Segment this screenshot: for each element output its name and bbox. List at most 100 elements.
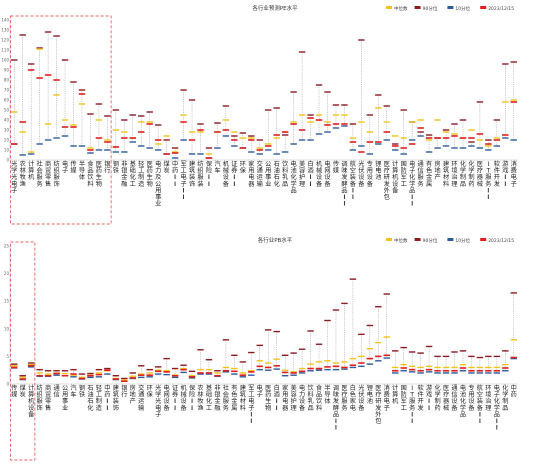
category-group: 医药生物 [146,111,153,188]
category-label-char: 石 [274,174,280,181]
category-label-char: 𝐈 [191,405,193,412]
current-marker [392,369,399,372]
category-label: I T 服务 𝐈 𝐈 [485,161,491,201]
category-label: 农林牧渔 [20,160,27,188]
category-group: 环保 [146,368,154,399]
category-label-char: 研 [375,398,381,405]
category-label-char: 境 [451,167,457,175]
median-marker [290,121,297,123]
p10-marker [248,151,255,153]
category-label-char: 备 [468,404,475,412]
category-label-char: 食 [87,160,94,168]
p90-marker [70,81,77,83]
category-label-char: 备 [367,180,374,188]
current-marker [349,364,357,367]
p90-marker [87,372,94,375]
category-label-char: T [485,168,490,175]
current-marker [70,373,77,375]
p90-marker [239,132,247,134]
category-label: 煤炭 [20,384,26,399]
category-label-char: 汽 [214,160,220,168]
category-group: 轻工制造 [95,368,103,412]
category-label-char: 设 [451,397,457,405]
category-label-char: 备 [358,180,365,188]
current-marker [324,124,331,126]
category-label: 电力设备 [299,384,306,412]
category-label: 纺织服饰 [37,384,43,412]
category-label-char: 𝐈 [310,174,312,181]
p90-marker [265,109,272,111]
category-label-char: 备 [180,404,187,412]
category-label-char: 车 [214,167,220,175]
category-label-char: 传 [70,160,76,168]
current-marker [298,370,306,373]
p90-marker [281,354,289,356]
legend-item: 10分位 [447,5,471,12]
category-group: 国防军工 [400,346,407,412]
category-label-char: T [409,392,414,399]
chart-title: 各行业预测PE水平 [252,4,298,12]
category-label-char: 味 [341,167,347,175]
category-label-char: 服 [341,398,347,405]
p10-marker [104,373,111,375]
p10-marker [44,139,52,141]
category-label-char: 电 [367,391,373,399]
category-group: 公用事业 [265,109,272,188]
category-label-char: 设 [180,397,186,405]
category-label-char: 环 [147,385,153,392]
median-marker [442,131,450,133]
category-group: 电网设备 [163,357,171,412]
category-label-char: 设 [367,173,373,181]
category-label-char: 体 [324,397,331,405]
category-label-char: 电 [11,180,17,188]
category-group: 计算机 [392,350,399,405]
category-label-char: 石 [87,385,93,392]
category-label-char: 服 [409,398,415,405]
p10-marker [205,373,213,375]
category-label-char: 渔 [197,404,203,412]
median-marker [476,139,484,141]
p10-marker [281,375,289,377]
category-group: 食品饮料 [315,343,323,412]
p10-marker [180,371,187,374]
category-label-char: 设 [468,397,474,405]
p10-marker [375,143,382,145]
category-label-char: 专 [468,384,474,392]
p90-marker [53,35,60,37]
current-marker [265,366,272,369]
category-label-char: 品 [282,181,288,188]
category-label-char: 保 [147,391,154,399]
category-label-char: 物 [147,180,153,188]
category-label: 专用设备 [468,384,475,412]
p90-marker [256,344,263,347]
current-marker [256,149,263,151]
median-marker [256,147,263,149]
median-marker [27,363,35,366]
median-marker [375,107,382,109]
category-label: 交通运输 [257,160,264,188]
category-label-char: 𝐈 [250,411,252,418]
category-label-char: 零 [45,174,51,181]
category-group: 纺织服装 [197,123,204,188]
category-label-char: 化 [130,173,136,181]
category-label-char: 制 [460,173,466,181]
y-tick-label: 50 [4,108,10,113]
median-marker [324,360,331,362]
category-label-char: 材 [443,173,449,181]
current-marker [400,147,407,149]
category-label-char: 电 [511,173,517,181]
p10-marker [502,137,509,139]
category-label-char: 𝐈 [335,418,337,425]
category-label-char: 包 [384,193,390,201]
category-label-char: 费 [511,167,517,175]
category-label-char: 工 [248,392,254,399]
p90-marker [188,370,196,373]
current-marker [256,365,263,368]
category-label-char: 光 [155,384,161,392]
category-group: 建筑装饰 [112,375,120,412]
p90-marker [104,367,111,370]
category-label-char: 防 [401,167,407,175]
category-label-char: 商 [45,384,51,392]
category-label-char: 商 [45,160,51,168]
median-marker [27,151,35,153]
